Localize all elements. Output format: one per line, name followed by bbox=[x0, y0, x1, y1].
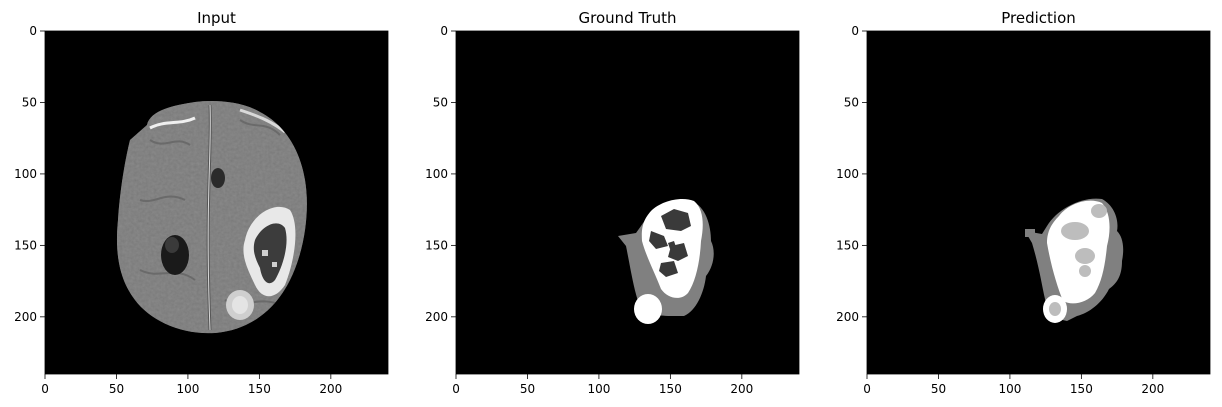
panel-title-input: Input bbox=[197, 9, 236, 27]
y-axis: 0 50 100 150 200 bbox=[425, 24, 456, 324]
y-axis: 0 50 100 150 200 bbox=[836, 24, 867, 324]
y-tick-label: 150 bbox=[14, 238, 37, 252]
y-tick-label: 50 bbox=[22, 95, 37, 109]
panel-prediction: 0 50 100 150 200 0 50 100 150 200 bbox=[836, 24, 1211, 396]
x-tick-label: 0 bbox=[863, 382, 871, 396]
y-tick-label: 150 bbox=[836, 238, 859, 252]
y-axis: 0 50 100 150 200 bbox=[14, 24, 45, 324]
axes-frame bbox=[866, 30, 1211, 375]
x-axis: 0 50 100 150 200 bbox=[863, 374, 1164, 396]
panel-ground-truth: 0 50 100 150 200 0 50 100 150 200 bbox=[425, 24, 800, 396]
ground-truth-mask bbox=[618, 199, 714, 324]
y-tick-label: 0 bbox=[29, 24, 37, 38]
y-tick-label: 0 bbox=[851, 24, 859, 38]
panel-title-ground-truth: Ground Truth bbox=[579, 9, 677, 27]
y-tick-label: 50 bbox=[844, 95, 859, 109]
x-tick-label: 150 bbox=[1070, 382, 1093, 396]
x-tick-label: 50 bbox=[931, 382, 946, 396]
x-tick-label: 50 bbox=[520, 382, 535, 396]
x-tick-label: 0 bbox=[452, 382, 460, 396]
x-axis: 0 50 100 150 200 bbox=[41, 374, 342, 396]
y-tick-label: 200 bbox=[14, 310, 37, 324]
x-tick-label: 100 bbox=[176, 382, 199, 396]
brain-slice-image bbox=[116, 101, 307, 334]
axes-frame bbox=[455, 30, 800, 375]
x-tick-label: 200 bbox=[1141, 382, 1164, 396]
x-tick-label: 0 bbox=[41, 382, 49, 396]
y-tick-label: 150 bbox=[425, 238, 448, 252]
axes-frame bbox=[44, 30, 389, 375]
x-tick-label: 200 bbox=[730, 382, 753, 396]
image-background bbox=[456, 31, 799, 374]
x-tick-label: 50 bbox=[109, 382, 124, 396]
y-tick-label: 100 bbox=[425, 167, 448, 181]
x-tick-label: 200 bbox=[319, 382, 342, 396]
y-tick-label: 200 bbox=[836, 310, 859, 324]
x-tick-label: 150 bbox=[248, 382, 271, 396]
x-tick-label: 100 bbox=[587, 382, 610, 396]
image-background bbox=[867, 31, 1210, 374]
y-tick-label: 100 bbox=[836, 167, 859, 181]
x-tick-label: 100 bbox=[998, 382, 1021, 396]
y-tick-label: 100 bbox=[14, 167, 37, 181]
prediction-mask bbox=[1025, 198, 1124, 323]
y-tick-label: 200 bbox=[425, 310, 448, 324]
y-tick-label: 50 bbox=[433, 95, 448, 109]
y-tick-label: 0 bbox=[440, 24, 448, 38]
x-tick-label: 150 bbox=[659, 382, 682, 396]
panel-title-prediction: Prediction bbox=[1001, 9, 1076, 27]
x-axis: 0 50 100 150 200 bbox=[452, 374, 753, 396]
panel-input: 0 50 100 150 200 0 50 100 150 200 bbox=[14, 24, 389, 396]
